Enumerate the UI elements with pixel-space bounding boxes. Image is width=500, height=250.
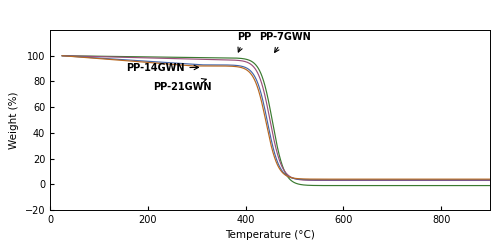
X-axis label: Temperature (°C): Temperature (°C) — [225, 230, 315, 240]
Text: PP-7GWN: PP-7GWN — [259, 32, 310, 52]
Text: PP-21GWN: PP-21GWN — [153, 78, 211, 92]
Y-axis label: Weight (%): Weight (%) — [9, 91, 19, 149]
Text: PP-14GWN: PP-14GWN — [126, 63, 198, 73]
Text: PP: PP — [238, 32, 252, 52]
